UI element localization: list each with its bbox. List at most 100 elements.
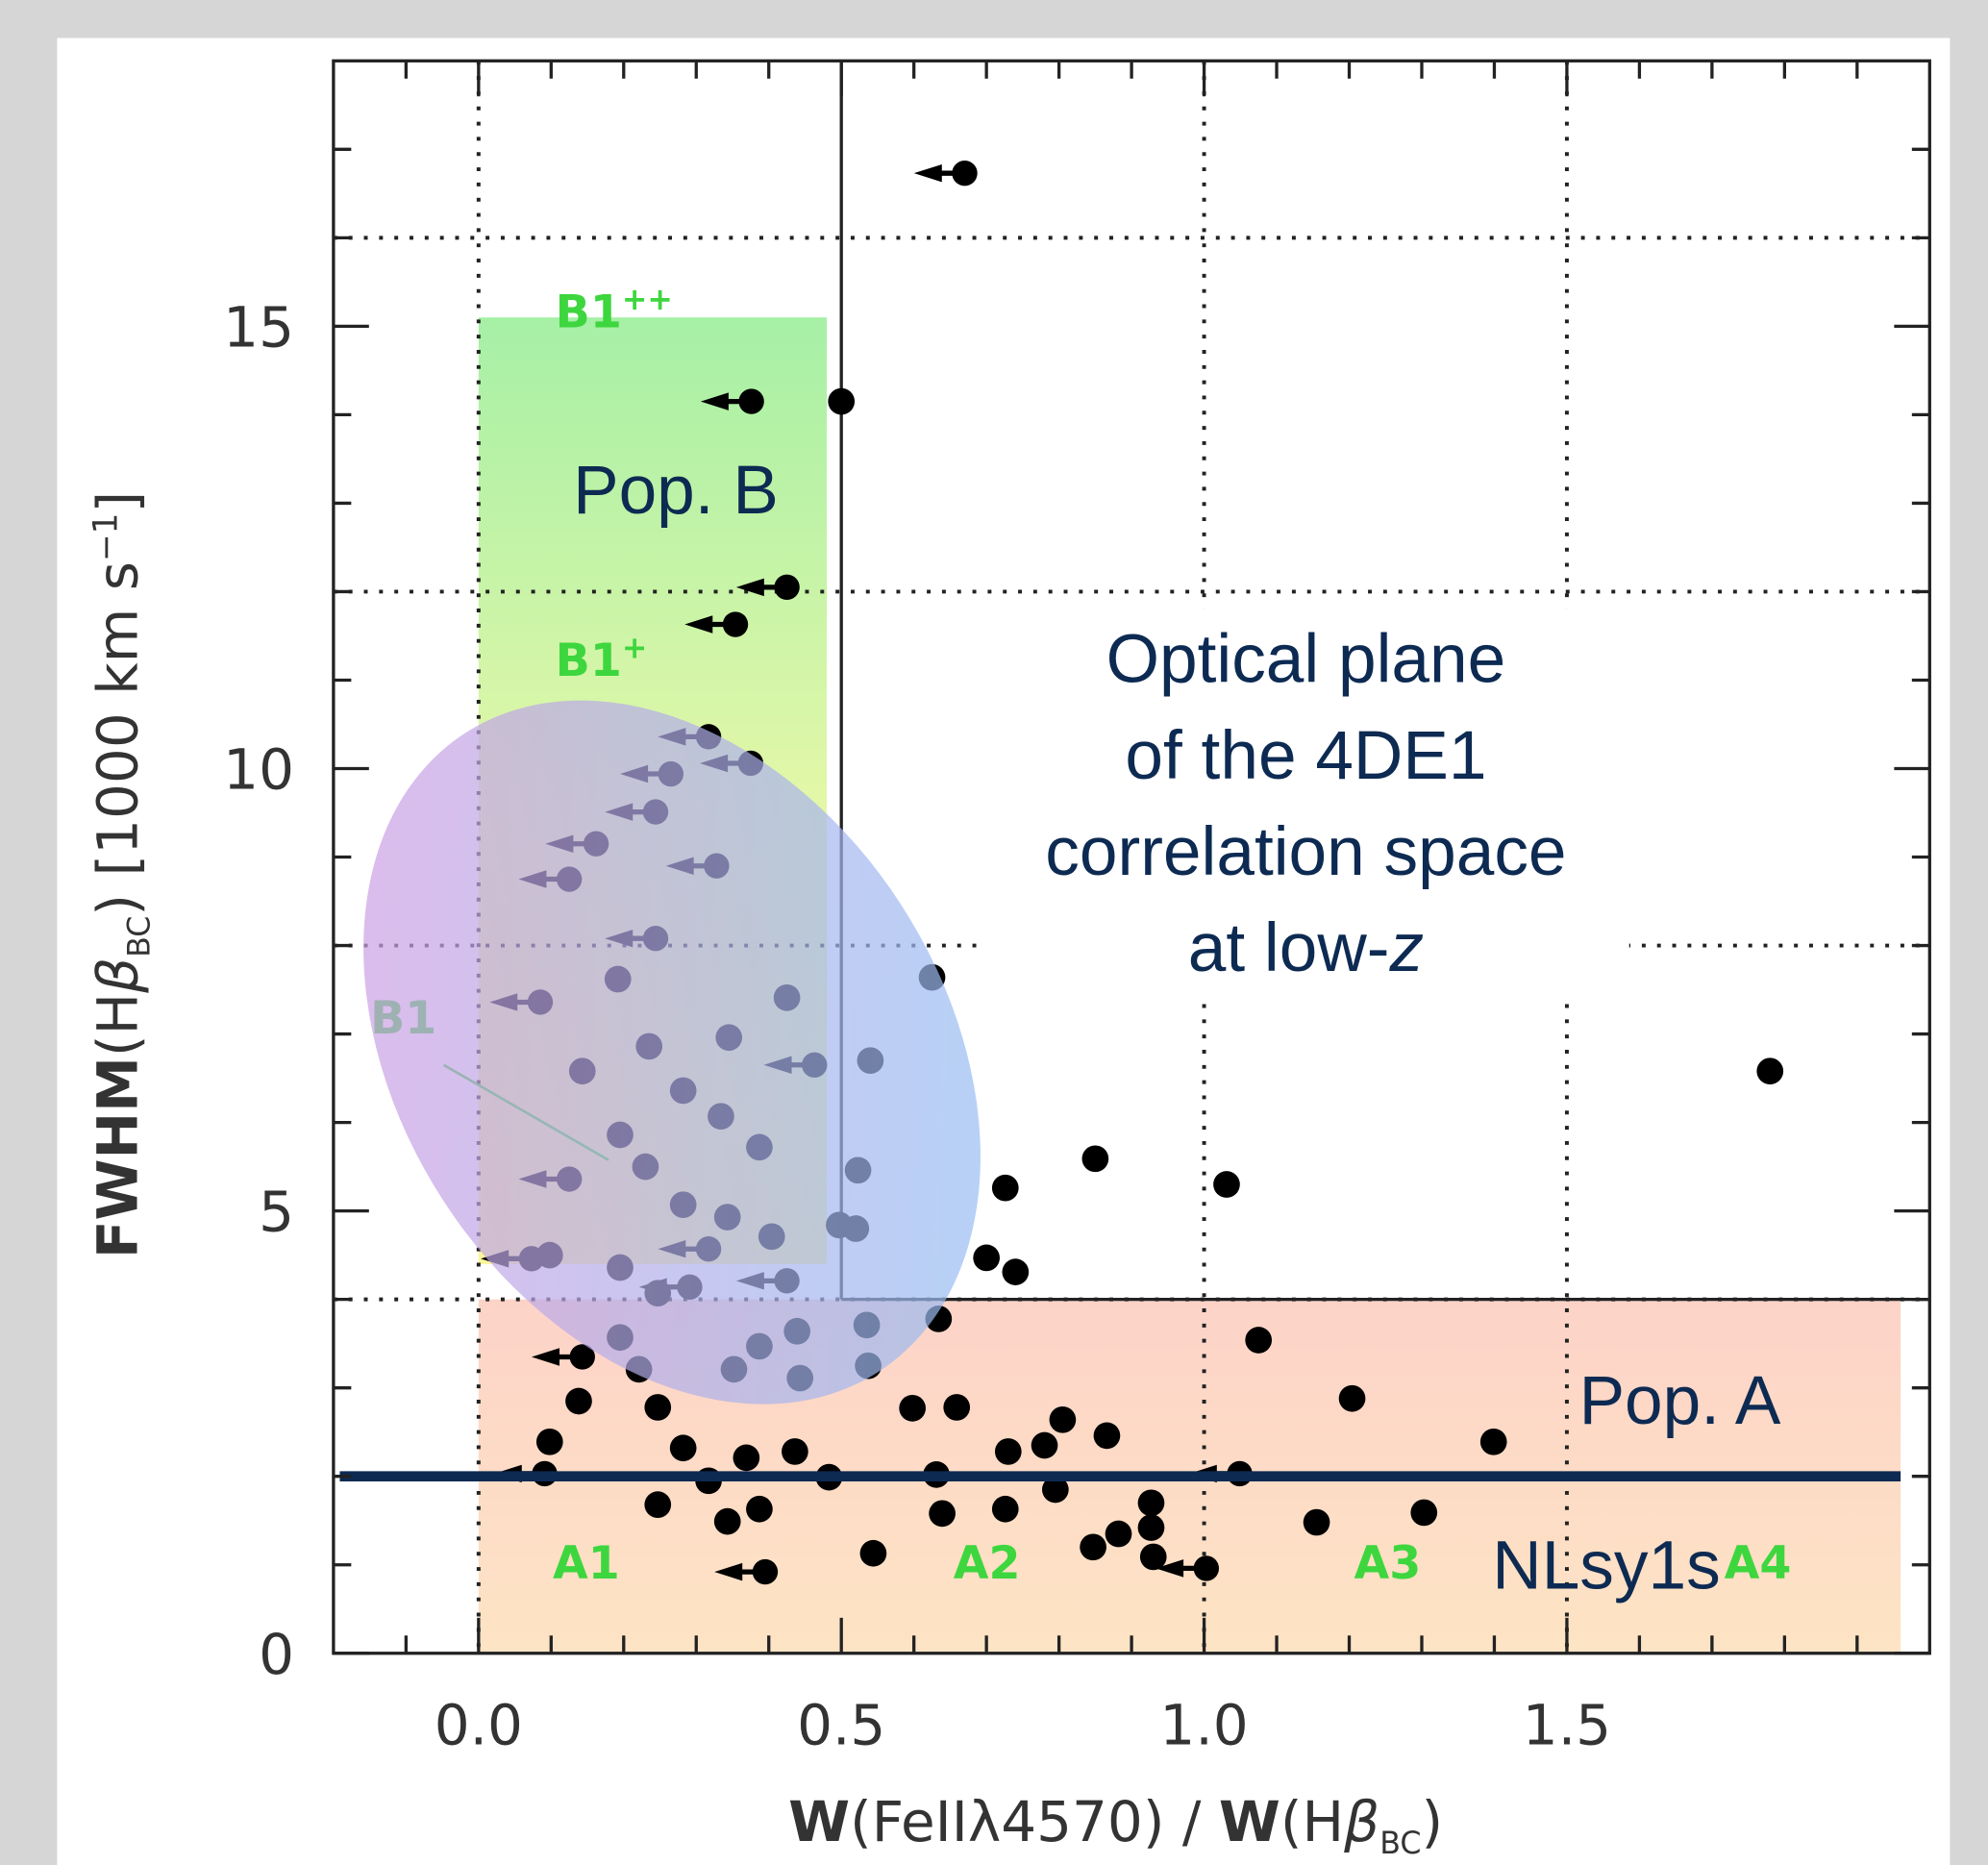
region-label: A1 (553, 1537, 620, 1590)
region-label: A2 (954, 1537, 1021, 1590)
arrow-head (735, 578, 764, 597)
point (1137, 1514, 1165, 1541)
arrow-head (700, 392, 729, 410)
y-axis-label-part: (H (85, 993, 150, 1057)
x-axis-label-part: (H (1280, 1789, 1344, 1854)
arrow-head (1156, 1559, 1184, 1578)
note: Optical plane of the 4DE1 correlation spac… (1045, 622, 1566, 987)
point (859, 1539, 887, 1567)
note-line: at low-z (1188, 910, 1424, 986)
x-axis-label-part: BC (1379, 1827, 1421, 1861)
point (991, 1174, 1019, 1202)
point (828, 387, 856, 415)
point (1002, 1258, 1030, 1285)
x-tick-label: 0.5 (797, 1693, 885, 1758)
note-line: correlation space (1045, 814, 1566, 890)
arrow-head (714, 1562, 743, 1581)
point (1193, 1555, 1220, 1581)
point (1137, 1489, 1165, 1517)
point (1105, 1520, 1132, 1548)
point (746, 1495, 773, 1523)
point (535, 1428, 563, 1455)
point (952, 160, 978, 186)
point (1479, 1428, 1507, 1455)
point (899, 1394, 927, 1422)
y-axis-label-part: ) [1000 km s (85, 561, 150, 916)
x-axis-label-part: ) (1421, 1789, 1443, 1854)
arrow-head (684, 615, 713, 634)
x-axis-label-part: (FeIIλ4570) / (850, 1789, 1219, 1854)
point (973, 1244, 1000, 1272)
point (1245, 1327, 1273, 1354)
point (1041, 1476, 1069, 1504)
x-axis-label-part: W (788, 1789, 850, 1854)
arrow-head (913, 163, 942, 183)
note-box (982, 609, 1629, 1002)
point (1093, 1422, 1121, 1450)
y-axis-label-part: −1 (87, 513, 125, 562)
note-line: Optical plane (1106, 622, 1506, 698)
point (752, 1558, 779, 1585)
overlap-ellipse (363, 700, 981, 1405)
upper-limit-point (913, 160, 978, 186)
nlsy1-label: NLsy1s (1492, 1528, 1720, 1604)
upper-limit-point (735, 574, 800, 601)
pop-a-label: Pop. A (1579, 1363, 1781, 1439)
x-axis-label: W(FeIIλ4570) / W(HβBC) (788, 1789, 1443, 1861)
note-text: at low- (1188, 910, 1390, 986)
point (644, 1491, 672, 1519)
point (1213, 1171, 1240, 1198)
y-axis-label-part: β (85, 957, 150, 994)
point (991, 1495, 1019, 1523)
point (733, 1444, 760, 1472)
pop-b-label: Pop. B (573, 453, 779, 529)
point (994, 1438, 1022, 1465)
upper-limit-point (700, 388, 764, 414)
point (1049, 1405, 1077, 1433)
point (565, 1387, 592, 1415)
point (738, 388, 764, 414)
point (1338, 1384, 1366, 1412)
y-axis-label-part: ] (85, 491, 150, 513)
region-label: A3 (1354, 1537, 1422, 1590)
y-tick-label: 0 (259, 1622, 294, 1687)
region-label: B1+ (556, 631, 648, 686)
point (943, 1394, 971, 1421)
point (774, 574, 800, 601)
arrow-head (532, 1348, 560, 1366)
point (1081, 1145, 1109, 1173)
y-axis-label: FWHM(HβBC) [1000 km s−1] (85, 491, 157, 1258)
point (1410, 1499, 1438, 1527)
upper-limit-point (684, 611, 749, 637)
upper-limit-point (532, 1344, 595, 1370)
y-axis-label-part: FWHM (85, 1057, 150, 1258)
y-tick-label: 10 (223, 737, 294, 803)
region-label-text: B1 (556, 286, 622, 338)
note-italic: z (1388, 910, 1424, 986)
point (669, 1434, 697, 1462)
point (713, 1507, 741, 1535)
point (1031, 1431, 1058, 1459)
point (1080, 1533, 1106, 1561)
upper-limit-point (714, 1558, 779, 1585)
point (644, 1394, 672, 1421)
region-label: A4 (1725, 1537, 1792, 1590)
x-tick-label: 0.0 (435, 1693, 523, 1758)
note-line: of the 4DE1 (1125, 718, 1486, 794)
point (722, 611, 749, 637)
point (1303, 1508, 1330, 1536)
point (929, 1500, 956, 1528)
point (1756, 1057, 1784, 1085)
y-tick-label: 15 (223, 294, 294, 360)
y-axis-label-part: BC (123, 916, 158, 957)
region-label-text: B1 (556, 634, 622, 687)
point (1139, 1543, 1167, 1571)
x-tick-label: 1.5 (1523, 1693, 1611, 1758)
y-tick-label: 5 (259, 1180, 294, 1245)
point (569, 1344, 595, 1370)
point (782, 1438, 808, 1465)
x-axis-label-part: β (1343, 1789, 1379, 1854)
x-axis-label-part: W (1219, 1789, 1280, 1854)
upper-limit-point (1156, 1555, 1220, 1581)
